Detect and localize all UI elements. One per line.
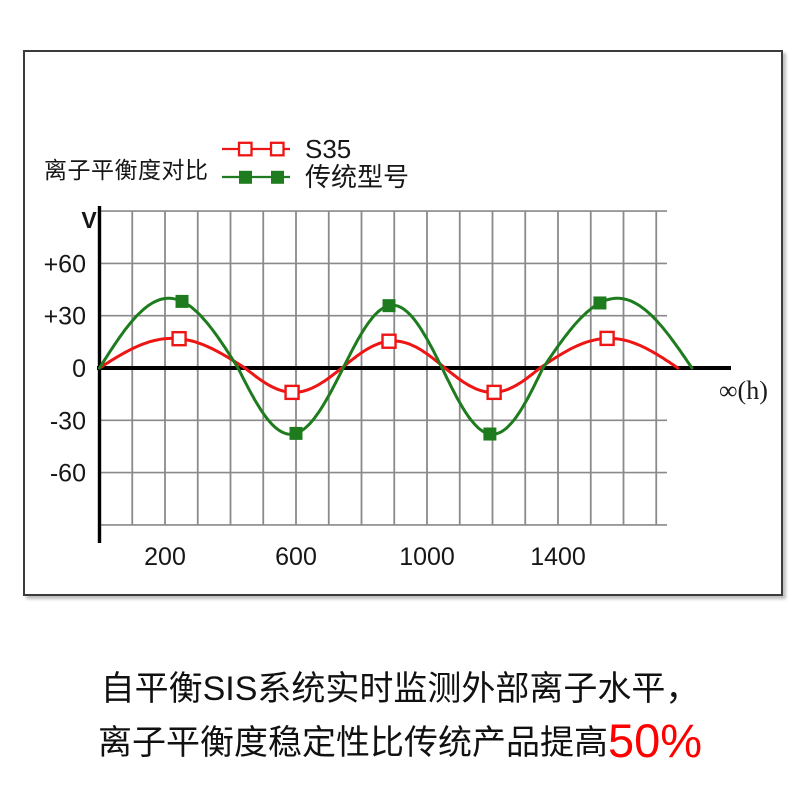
legend: S35 传统型号 — [222, 135, 409, 191]
legend-label-s35: S35 — [305, 134, 352, 164]
chart-frame — [23, 50, 783, 596]
caption-line-2: 离子平衡度稳定性比传统产品提高50% — [0, 717, 800, 766]
filled-square-marker-icon — [222, 170, 290, 184]
caption-line-2-text: 离子平衡度稳定性比传统产品提高 — [97, 724, 608, 762]
legend-label-traditional: 传统型号 — [305, 162, 410, 192]
caption-highlight-percent: 50% — [607, 714, 703, 767]
chart-title: 离子平衡度对比 — [44, 157, 209, 183]
legend-item-s35: S35 — [222, 135, 409, 163]
caption: 自平衡SIS系统实时监测外部离子水平， 离子平衡度稳定性比传统产品提高50% — [0, 668, 800, 766]
caption-line-1: 自平衡SIS系统实时监测外部离子水平， — [100, 670, 700, 708]
legend-item-traditional: 传统型号 — [222, 163, 409, 191]
open-square-marker-icon — [222, 141, 290, 157]
